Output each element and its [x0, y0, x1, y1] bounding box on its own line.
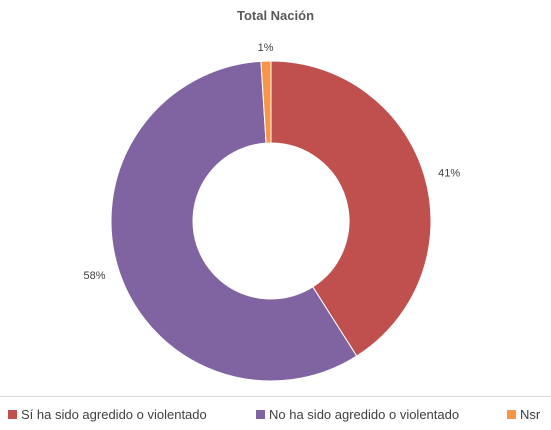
slice-si [270, 60, 432, 357]
legend-swatch-no [256, 410, 265, 419]
legend-label-nsr: Nsr [520, 407, 541, 422]
slice-no [110, 60, 358, 382]
legend-label-no: No ha sido agredido o violentado [269, 407, 460, 422]
legend-item-nsr: Nsr [507, 407, 540, 422]
data-label-nsr: 1% [258, 42, 274, 54]
legend-swatch-nsr [507, 410, 516, 419]
data-label-no: 58% [83, 270, 105, 282]
slice-nsr [260, 60, 272, 144]
legend-label-si: Sí ha sido agredido o violentado [21, 407, 207, 422]
legend-item-si: Sí ha sido agredido o violentado [8, 407, 207, 422]
chart-title: Total Nación [236, 8, 315, 23]
data-label-si: 41% [438, 167, 460, 179]
legend-swatch-si [8, 410, 17, 419]
donut-chart: 41% 58% 1% [83, 42, 460, 382]
legend-item-no: No ha sido agredido o violentado [256, 407, 459, 422]
chart-legend: Sí ha sido agredido o violentado No ha s… [0, 396, 551, 430]
